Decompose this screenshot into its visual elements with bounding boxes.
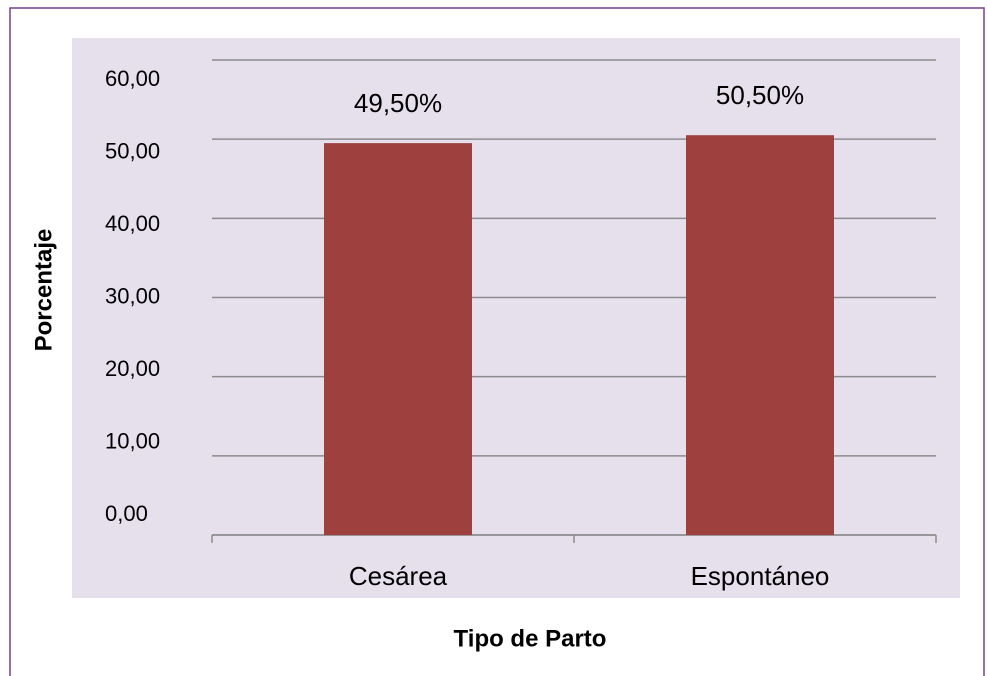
y-tick-label: 60,00 [105,66,160,91]
y-tick-label: 40,00 [105,211,160,236]
y-axis-title: Porcentaje [30,229,57,352]
bar [686,135,834,536]
x-tick-label: Cesárea [349,561,448,591]
data-label: 49,50% [354,88,442,118]
y-tick-label: 30,00 [105,283,160,308]
y-tick-label: 20,00 [105,356,160,381]
x-tick-label: Espontáneo [691,561,830,591]
y-tick-label: 10,00 [105,428,160,453]
x-axis-title: Tipo de Parto [454,625,607,652]
y-tick-label: 0,00 [105,501,148,526]
frame [9,7,985,676]
data-label: 50,50% [716,80,804,110]
bar [324,143,472,535]
y-tick-label: 50,00 [105,138,160,163]
